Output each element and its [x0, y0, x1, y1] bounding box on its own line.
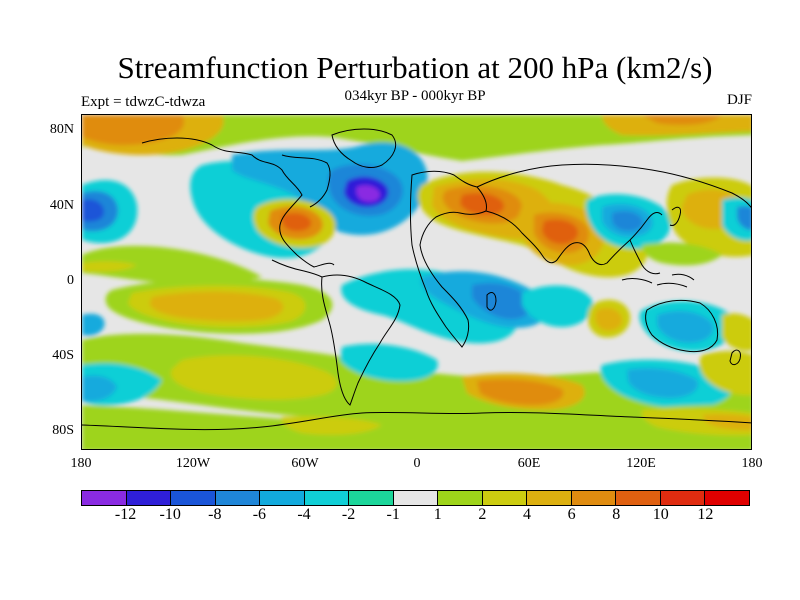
- colorbar-tick-label: -8: [208, 506, 222, 523]
- lat-label-80s: 80S: [52, 423, 74, 438]
- colorbar-tick-label: -1: [386, 506, 400, 523]
- colorbar-swatch: [349, 491, 394, 505]
- colorbar-tick-label: -10: [159, 506, 181, 523]
- colorbar-swatch: [571, 491, 617, 505]
- experiment-label: Expt = tdwzC-tdwza: [81, 94, 206, 110]
- colorbar-tick-label: -2: [341, 506, 356, 523]
- lon-label-180w: 180: [70, 456, 92, 471]
- colorbar-tick-label: 12: [697, 506, 714, 523]
- lon-label-0: 0: [413, 456, 421, 471]
- lon-label-60e: 60E: [517, 456, 541, 471]
- colorbar-swatch: [304, 491, 350, 505]
- colorbar-swatch: [171, 491, 216, 505]
- colorbar-tick-label: -12: [114, 506, 137, 523]
- lat-label-40n: 40N: [49, 198, 74, 213]
- chart-title: Streamfunction Perturbation at 200 hPa (…: [117, 50, 713, 85]
- colorbar-tick-label: 4: [523, 506, 531, 523]
- colorbar-swatch: [527, 491, 572, 505]
- lon-label-60w: 60W: [291, 456, 319, 471]
- map-panel: [81, 114, 752, 450]
- colorbar-swatch: [393, 491, 439, 505]
- colorbar-swatch: [482, 491, 528, 505]
- lat-label-0: 0: [67, 273, 74, 288]
- lat-label-80n: 80N: [49, 122, 74, 137]
- season-label: DJF: [726, 92, 752, 108]
- colorbar-swatch: [438, 491, 483, 505]
- streamfunction-map: [82, 115, 751, 449]
- colorbar-tick-label: 2: [478, 506, 487, 523]
- colorbar-swatch: [126, 491, 172, 505]
- colorbar-tick-label: 8: [612, 506, 621, 523]
- colorbar-swatch: [660, 491, 706, 505]
- lon-label-120e: 120E: [626, 456, 656, 471]
- lon-label-180e: 180: [741, 456, 763, 471]
- colorbar-swatch: [616, 491, 661, 505]
- lat-label-40s: 40S: [52, 348, 74, 363]
- colorbar-tick-label: 6: [567, 506, 576, 523]
- colorbar-tick-label: 10: [652, 506, 669, 523]
- colorbar-swatch: [215, 491, 261, 505]
- colorbar-tick-label: -6: [252, 506, 267, 523]
- colorbar-swatch: [260, 491, 305, 505]
- colorbar-tick-label: -4: [297, 506, 311, 523]
- colorbar-tick-label: 1: [433, 506, 442, 523]
- lon-label-120w: 120W: [175, 456, 211, 471]
- colorbar-swatch: [705, 491, 749, 505]
- chart-subtitle: 034kyr BP - 000kyr BP: [344, 88, 486, 104]
- colorbar: [81, 490, 750, 506]
- colorbar-swatch: [82, 491, 127, 505]
